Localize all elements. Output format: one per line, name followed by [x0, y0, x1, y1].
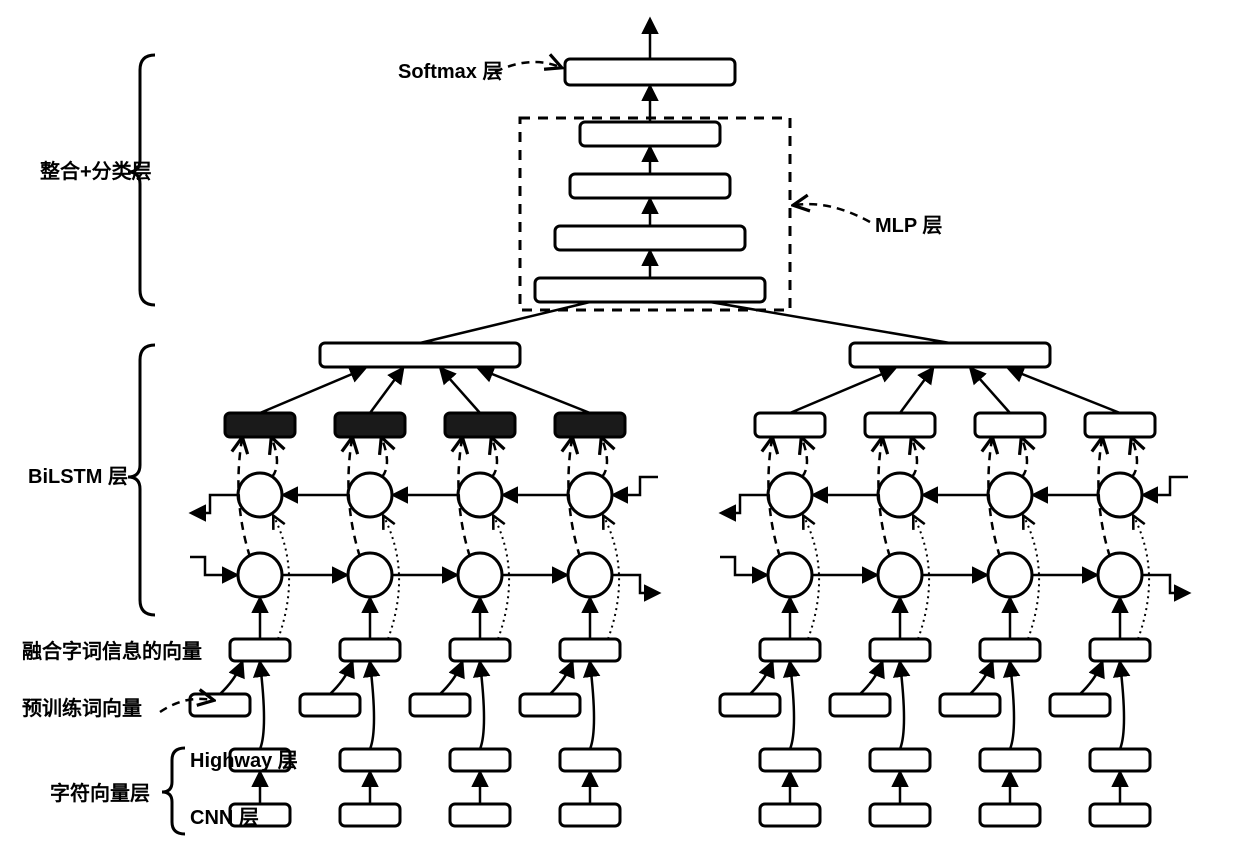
architecture-diagram: 整合+分类层 Softmax 层 MLP 层 BiLSTM 层融合字词信息的向量预训练… [0, 0, 1240, 849]
label-pretrain_vec: 预训练词向量 [22, 696, 142, 720]
label-mlp: MLP 层 [875, 215, 942, 237]
label-char_vec: 字符向量层 [50, 781, 150, 805]
label-highway: Highway 层 [190, 750, 298, 772]
label-fusion_vec: 融合字词信息的向量 [22, 639, 202, 663]
label-softmax: Softmax 层 [398, 61, 502, 83]
label-bilstm: BiLSTM 层 [28, 466, 128, 488]
label-cnn: CNN 层 [190, 807, 259, 829]
label-top_section: 整合+分类层 [39, 159, 152, 183]
